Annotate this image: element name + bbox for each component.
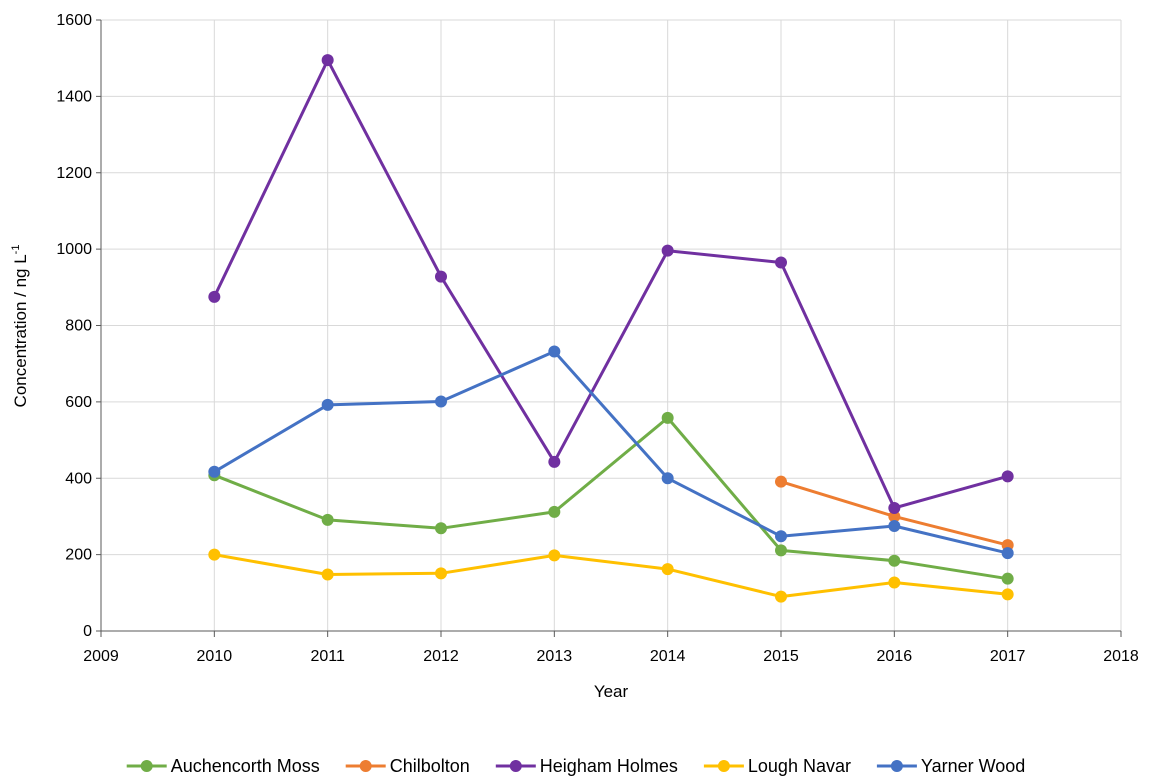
data-point [548,505,561,518]
data-point [1001,572,1014,585]
data-point [1001,547,1014,560]
x-tick-label: 2018 [1103,648,1139,665]
legend-label: Yarner Wood [921,756,1025,776]
data-point [435,395,447,408]
data-point [888,519,901,532]
data-point [1001,588,1014,601]
data-point [775,530,787,543]
legend-label: Auchencorth Moss [171,756,320,776]
data-point [661,411,674,424]
data-point [321,398,334,411]
legend-swatch-marker [890,760,903,772]
y-tick-label: 1400 [56,88,92,105]
data-point [321,54,334,67]
y-axis-title-superscript: -1 [10,245,22,255]
legend-swatch-marker [359,760,372,772]
y-tick-label: 800 [65,318,92,335]
data-point [661,472,674,485]
series-4 [208,345,1014,560]
y-tick-label: 0 [83,623,92,640]
data-point [888,576,901,589]
y-tick-label: 1200 [56,165,92,182]
x-axis-title: Year [594,682,629,701]
y-axis-title: Concentration / ng L-1 [10,245,30,408]
data-point [661,244,674,257]
x-tick-label: 2010 [197,648,233,665]
data-point [888,502,901,515]
data-point [775,475,787,488]
series-line [213,416,1008,581]
series-3 [208,548,1014,603]
legend-item-4: Yarner Wood [876,756,1025,776]
series-2 [208,54,1014,515]
y-tick-label: 1000 [56,241,92,258]
series-0 [208,411,1014,585]
legend: Auchencorth Moss Chilbolton Heigham Holmes… [126,756,1025,776]
data-point [208,290,221,303]
y-axis-title-text: Concentration / ng L [11,254,30,407]
legend-item-3: Lough Navar [703,756,851,776]
axes [96,19,1122,637]
legend-item-2: Heigham Holmes [495,756,678,776]
series-lines [208,54,1014,603]
x-tick-label: 2012 [423,648,459,665]
legend-label: Heigham Holmes [540,756,678,776]
data-point [435,567,447,580]
data-point [435,270,447,283]
legend-swatch-marker [509,760,522,772]
data-point [661,563,674,576]
legend-swatch-marker [140,760,153,772]
gridlines [101,19,1122,631]
legend-label: Chilbolton [390,756,470,776]
series-line [214,553,1008,599]
data-point [775,544,787,557]
legend-label: Lough Navar [748,756,851,776]
x-tick-label: 2016 [877,648,913,665]
data-point [548,455,561,468]
data-point [775,590,787,603]
data-point [208,548,221,561]
legend-item-1: Chilbolton [345,756,470,776]
data-point [775,256,787,269]
legend-item-0: Auchencorth Moss [126,756,320,776]
x-tick-label: 2014 [650,648,686,665]
x-tick-label: 2013 [537,648,573,665]
data-point [888,510,901,523]
legend-swatch-marker [717,760,730,772]
data-point [321,568,334,581]
x-tick-label: 2015 [763,648,799,665]
data-point [888,554,901,567]
y-tick-label: 1600 [56,12,92,29]
series-line [213,350,1009,555]
data-point [435,522,447,535]
tick-labels: 0 200 400 600 800 1000 1200 1400 1600 2009 2010 201… [56,12,1138,665]
data-point [1001,470,1014,483]
data-point [208,465,221,478]
y-tick-label: 200 [65,547,92,564]
data-point [548,549,561,562]
x-tick-label: 2011 [310,648,345,665]
x-tick-label: 2017 [990,648,1026,665]
series-line [212,58,1009,510]
data-point [548,345,561,358]
data-point [321,513,334,526]
y-tick-label: 400 [65,470,92,487]
y-tick-label: 600 [65,394,92,411]
x-tick-label: 2009 [83,648,119,665]
